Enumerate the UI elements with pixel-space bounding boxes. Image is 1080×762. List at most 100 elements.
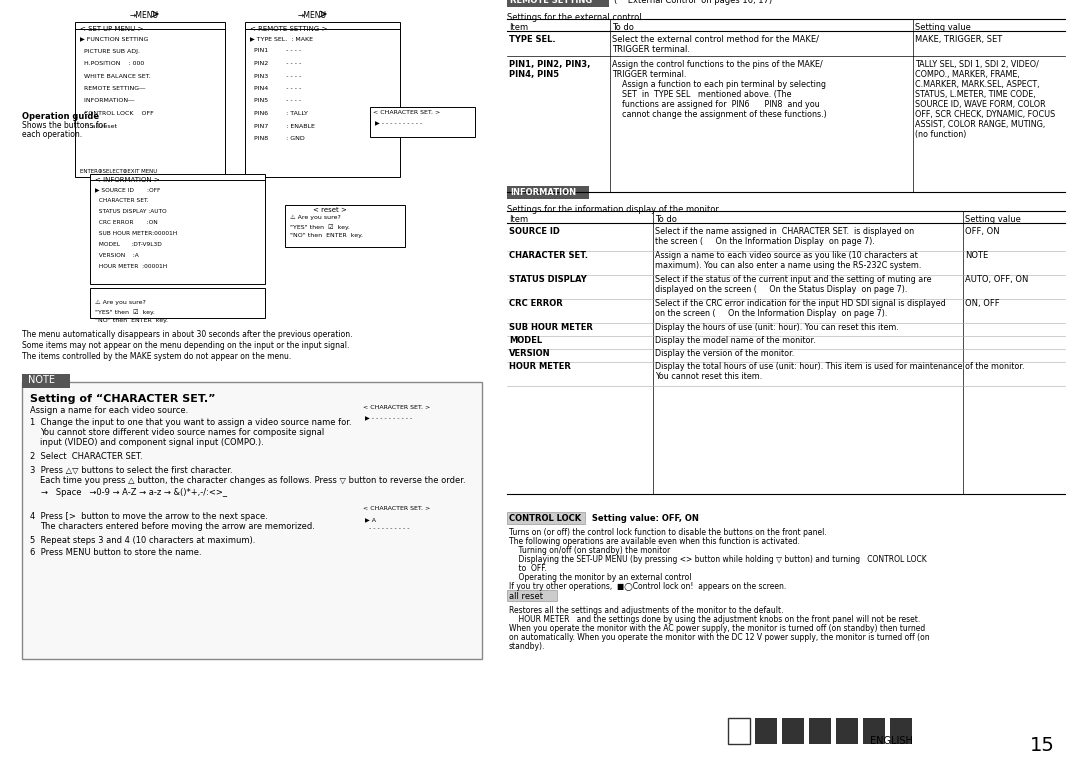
Text: < SET-UP MENU >: < SET-UP MENU > bbox=[80, 26, 144, 32]
Text: REMOTE SETTING: REMOTE SETTING bbox=[510, 0, 592, 5]
Text: - - - - - - - - - -: - - - - - - - - - - bbox=[365, 526, 409, 531]
Bar bbox=[890, 718, 912, 744]
Bar bbox=[863, 718, 885, 744]
Text: < CHARACTER SET. >: < CHARACTER SET. > bbox=[363, 506, 430, 511]
Text: AUTO, OFF, ON: AUTO, OFF, ON bbox=[966, 275, 1028, 284]
Text: all reset: all reset bbox=[509, 592, 543, 601]
Text: ▶ A: ▶ A bbox=[365, 517, 376, 522]
Text: ⚠ Are you sure?: ⚠ Are you sure? bbox=[95, 300, 146, 306]
Text: Assign the control functions to the pins of the MAKE/: Assign the control functions to the pins… bbox=[612, 60, 823, 69]
Text: HOUR METER: HOUR METER bbox=[509, 362, 571, 371]
Bar bbox=[22, 382, 482, 659]
Text: each operation.: each operation. bbox=[22, 130, 82, 139]
Text: 15: 15 bbox=[1030, 736, 1055, 755]
Text: →MENU: →MENU bbox=[298, 11, 327, 20]
Text: OFF, SCR CHECK, DYNAMIC, FOCUS: OFF, SCR CHECK, DYNAMIC, FOCUS bbox=[915, 110, 1055, 119]
Text: Setting value: OFF, ON: Setting value: OFF, ON bbox=[589, 514, 699, 523]
Text: Restores all the settings and adjustments of the monitor to the default.: Restores all the settings and adjustment… bbox=[509, 606, 783, 615]
Text: Settings for the external control: Settings for the external control bbox=[507, 13, 642, 22]
Text: VERSION: VERSION bbox=[509, 349, 551, 358]
Bar bbox=[370, 107, 475, 137]
Text: < REMOTE SETTING >: < REMOTE SETTING > bbox=[249, 26, 327, 32]
Text: the screen (     On the Information Display  on page 7).: the screen ( On the Information Display … bbox=[654, 237, 875, 246]
Text: Settings for the information display of the monitor: Settings for the information display of … bbox=[507, 205, 719, 214]
Text: "YES" then  ☑  key.: "YES" then ☑ key. bbox=[291, 224, 350, 229]
Bar bbox=[507, 512, 585, 524]
Bar bbox=[507, 186, 589, 199]
Text: STATUS DISPLAY: STATUS DISPLAY bbox=[509, 275, 586, 284]
Text: Some items may not appear on the menu depending on the input or the input signal: Some items may not appear on the menu de… bbox=[22, 341, 349, 350]
Text: to  OFF.: to OFF. bbox=[509, 564, 546, 573]
Text: PIN1         - - - -: PIN1 - - - - bbox=[249, 49, 301, 53]
Text: ▶ FUNCTION SETTING: ▶ FUNCTION SETTING bbox=[80, 36, 148, 41]
Text: SUB HOUR METER:00001H: SUB HOUR METER:00001H bbox=[95, 231, 177, 236]
Text: PIN3         - - - -: PIN3 - - - - bbox=[249, 73, 301, 78]
Bar bbox=[22, 374, 70, 388]
Text: Displaying the SET-UP MENU (by pressing <> button while holding ▽ button) and tu: Displaying the SET-UP MENU (by pressing … bbox=[509, 555, 927, 564]
Text: 4  Press [>  button to move the arrow to the next space.: 4 Press [> button to move the arrow to t… bbox=[30, 512, 268, 521]
Text: 5  Repeat steps 3 and 4 (10 characters at maximum).: 5 Repeat steps 3 and 4 (10 characters at… bbox=[30, 536, 255, 545]
Text: displayed on the screen (     On the Status Display  on page 7).: displayed on the screen ( On the Status … bbox=[654, 285, 907, 294]
Text: (no function): (no function) bbox=[915, 130, 967, 139]
Text: HOUR METER  :00001H: HOUR METER :00001H bbox=[95, 264, 167, 269]
Text: PIN1, PIN2, PIN3,: PIN1, PIN2, PIN3, bbox=[509, 60, 591, 69]
Text: TALLY SEL, SDI 1, SDI 2, VIDEO/: TALLY SEL, SDI 1, SDI 2, VIDEO/ bbox=[915, 60, 1039, 69]
Text: cannot change the assignment of these functions.): cannot change the assignment of these fu… bbox=[612, 110, 827, 119]
Text: PIN4         - - - -: PIN4 - - - - bbox=[249, 86, 301, 91]
Bar bbox=[75, 22, 225, 177]
Text: Assign a name for each video source.: Assign a name for each video source. bbox=[30, 406, 188, 415]
Text: Turns on (or off) the control lock function to disable the buttons on the front : Turns on (or off) the control lock funct… bbox=[509, 528, 827, 537]
Bar bbox=[809, 718, 831, 744]
Text: REMOTE SETTING―: REMOTE SETTING― bbox=[80, 86, 146, 91]
Text: The characters entered before moving the arrow are memorized.: The characters entered before moving the… bbox=[40, 522, 315, 531]
Text: NOTE: NOTE bbox=[28, 375, 55, 385]
Text: "NO" then  ENTER  key.: "NO" then ENTER key. bbox=[95, 318, 168, 323]
Text: Setting value: Setting value bbox=[915, 23, 971, 32]
Text: If you try other operations,  ■◯Control lock on!  appears on the screen.: If you try other operations, ■◯Control l… bbox=[509, 582, 786, 591]
Text: The menu automatically disappears in about 30 seconds after the previous operati: The menu automatically disappears in abo… bbox=[22, 330, 352, 339]
Text: Display the total hours of use (unit: hour). This item is used for maintenance o: Display the total hours of use (unit: ho… bbox=[654, 362, 1025, 371]
Text: CONTROL LOCK    OFF: CONTROL LOCK OFF bbox=[80, 111, 153, 116]
Text: The items controlled by the MAKE system do not appear on the menu.: The items controlled by the MAKE system … bbox=[22, 352, 292, 361]
Text: 2  Select  CHARACTER SET.: 2 Select CHARACTER SET. bbox=[30, 452, 143, 461]
Text: functions are assigned for  PIN6      PIN8  and you: functions are assigned for PIN6 PIN8 and… bbox=[612, 100, 820, 109]
Text: STATUS, L.METER, TIME CODE,: STATUS, L.METER, TIME CODE, bbox=[915, 90, 1036, 99]
Text: Setting of “CHARACTER SET.”: Setting of “CHARACTER SET.” bbox=[30, 394, 216, 404]
Text: (    External Control  on pages 16, 17): ( External Control on pages 16, 17) bbox=[615, 0, 772, 5]
Text: H.POSITION    : 000: H.POSITION : 000 bbox=[80, 61, 145, 66]
Bar bbox=[836, 718, 858, 744]
Text: When you operate the monitor with the AC power supply, the monitor is turned off: When you operate the monitor with the AC… bbox=[509, 624, 926, 633]
Text: You cannot store different video source names for composite signal: You cannot store different video source … bbox=[40, 428, 324, 437]
Text: Operation guide: Operation guide bbox=[22, 112, 99, 121]
Text: SUB HOUR METER: SUB HOUR METER bbox=[509, 323, 593, 332]
Text: ▶ SOURCE ID       :OFF: ▶ SOURCE ID :OFF bbox=[95, 187, 160, 192]
Bar bbox=[285, 205, 405, 247]
Text: →   Space   →0-9 → A-Z → a-z → &()*+,-/:<>_: → Space →0-9 → A-Z → a-z → &()*+,-/:<>_ bbox=[41, 488, 227, 497]
Text: Select if the CRC error indication for the input HD SDI signal is displayed: Select if the CRC error indication for t… bbox=[654, 299, 946, 308]
Text: PIN6         : TALLY: PIN6 : TALLY bbox=[249, 111, 308, 116]
Text: Display the model name of the monitor.: Display the model name of the monitor. bbox=[654, 336, 815, 345]
Text: Setting value: Setting value bbox=[966, 215, 1021, 224]
Text: COMPO., MARKER, FRAME,: COMPO., MARKER, FRAME, bbox=[915, 70, 1020, 79]
Bar bbox=[755, 718, 777, 744]
Bar bbox=[360, 502, 470, 530]
Text: HOUR METER   and the settings done by using the adjustment knobs on the front pa: HOUR METER and the settings done by usin… bbox=[509, 615, 920, 624]
Bar bbox=[90, 174, 265, 284]
Text: Display the version of the monitor.: Display the version of the monitor. bbox=[654, 349, 794, 358]
Text: CRC ERROR: CRC ERROR bbox=[509, 299, 563, 308]
Text: TYPE SEL.: TYPE SEL. bbox=[509, 35, 555, 44]
Text: ENTER⊕SELECT⊕EXIT MENU: ENTER⊕SELECT⊕EXIT MENU bbox=[80, 169, 158, 174]
Text: Assign a function to each pin terminal by selecting: Assign a function to each pin terminal b… bbox=[612, 80, 826, 89]
Text: Each time you press △ button, the character changes as follows. Press ▽ button t: Each time you press △ button, the charac… bbox=[40, 476, 465, 485]
Text: Select if the name assigned in  CHARACTER SET.  is displayed on: Select if the name assigned in CHARACTER… bbox=[654, 227, 914, 236]
Bar bbox=[37, 484, 329, 499]
Text: on the screen (     On the Information Display  on page 7).: on the screen ( On the Information Displ… bbox=[654, 309, 888, 318]
Bar bbox=[90, 288, 265, 318]
Text: ▶ - - - - - - - - - -: ▶ - - - - - - - - - - bbox=[375, 121, 422, 126]
Text: OFF, ON: OFF, ON bbox=[966, 227, 1000, 236]
Text: CHARACTER SET.: CHARACTER SET. bbox=[95, 198, 149, 203]
Text: "NO" then  ENTER  key.: "NO" then ENTER key. bbox=[291, 233, 363, 238]
Text: PIN2         - - - -: PIN2 - - - - bbox=[249, 61, 301, 66]
Text: PIN7         : ENABLE: PIN7 : ENABLE bbox=[249, 123, 315, 129]
Text: 3  Press △▽ buttons to select the first character.: 3 Press △▽ buttons to select the first c… bbox=[30, 466, 232, 475]
